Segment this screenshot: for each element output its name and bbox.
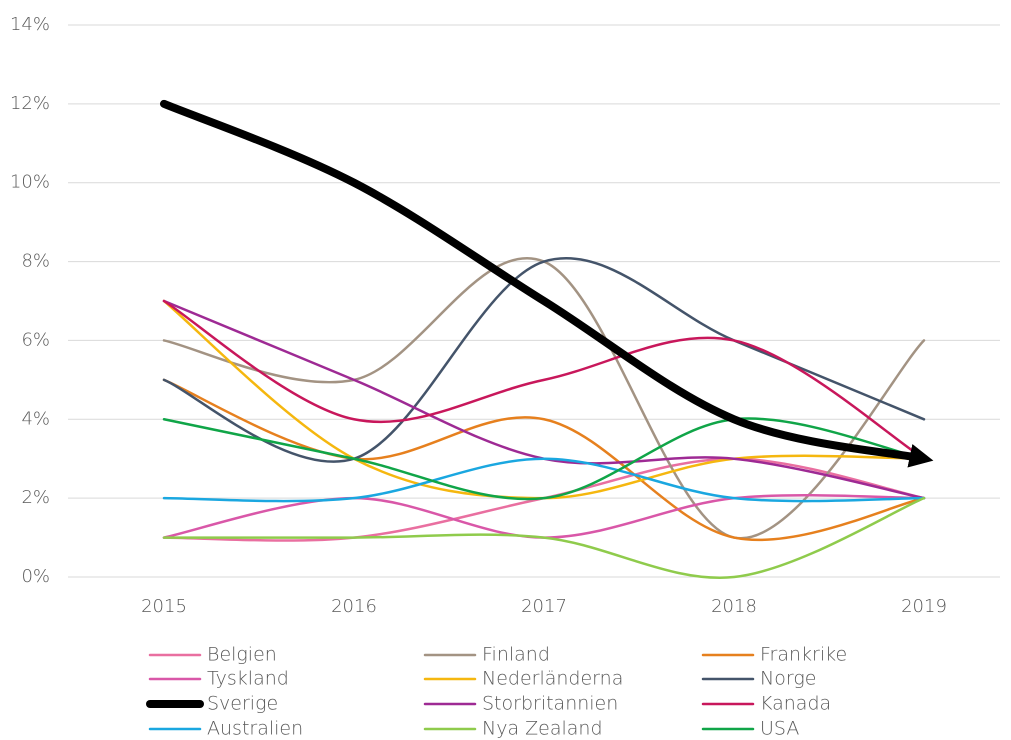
legend-label: Belgien — [207, 644, 277, 666]
series-line — [162, 496, 926, 579]
x-tick-label: 2019 — [901, 596, 947, 617]
legend-label: Australien — [207, 718, 303, 740]
y-tick-label: 6% — [21, 329, 50, 350]
x-tick-label: 2017 — [521, 596, 567, 617]
legend-label: Sverige — [207, 693, 278, 715]
legend-label: Kanada — [760, 693, 831, 715]
legend-label: Norge — [760, 668, 816, 690]
y-tick-label: 2% — [21, 487, 50, 508]
legend-label: Nederländerna — [482, 668, 623, 690]
legend-label: Finland — [482, 644, 550, 666]
x-tick-label: 2018 — [711, 596, 757, 617]
x-tick-label: 2015 — [141, 596, 187, 617]
y-tick-label: 12% — [10, 93, 50, 114]
y-tick-label: 8% — [21, 251, 50, 272]
series-line — [160, 99, 934, 468]
series-line — [162, 457, 926, 503]
series-line — [162, 417, 926, 501]
legend-label: USA — [760, 718, 799, 740]
series-line — [162, 299, 926, 460]
series-line — [162, 256, 926, 463]
y-tick-label: 4% — [21, 408, 50, 429]
x-tick-label: 2016 — [331, 596, 377, 617]
series-line — [162, 257, 926, 540]
legend-label: Nya Zealand — [482, 718, 603, 740]
y-tick-label: 0% — [21, 566, 50, 587]
series-line — [162, 378, 926, 542]
y-tick-label: 10% — [10, 172, 50, 193]
legend-label: Storbritannien — [482, 693, 618, 715]
legend-label: Tyskland — [207, 668, 289, 690]
y-tick-label: 14% — [10, 14, 50, 35]
legend-label: Frankrike — [760, 644, 847, 666]
